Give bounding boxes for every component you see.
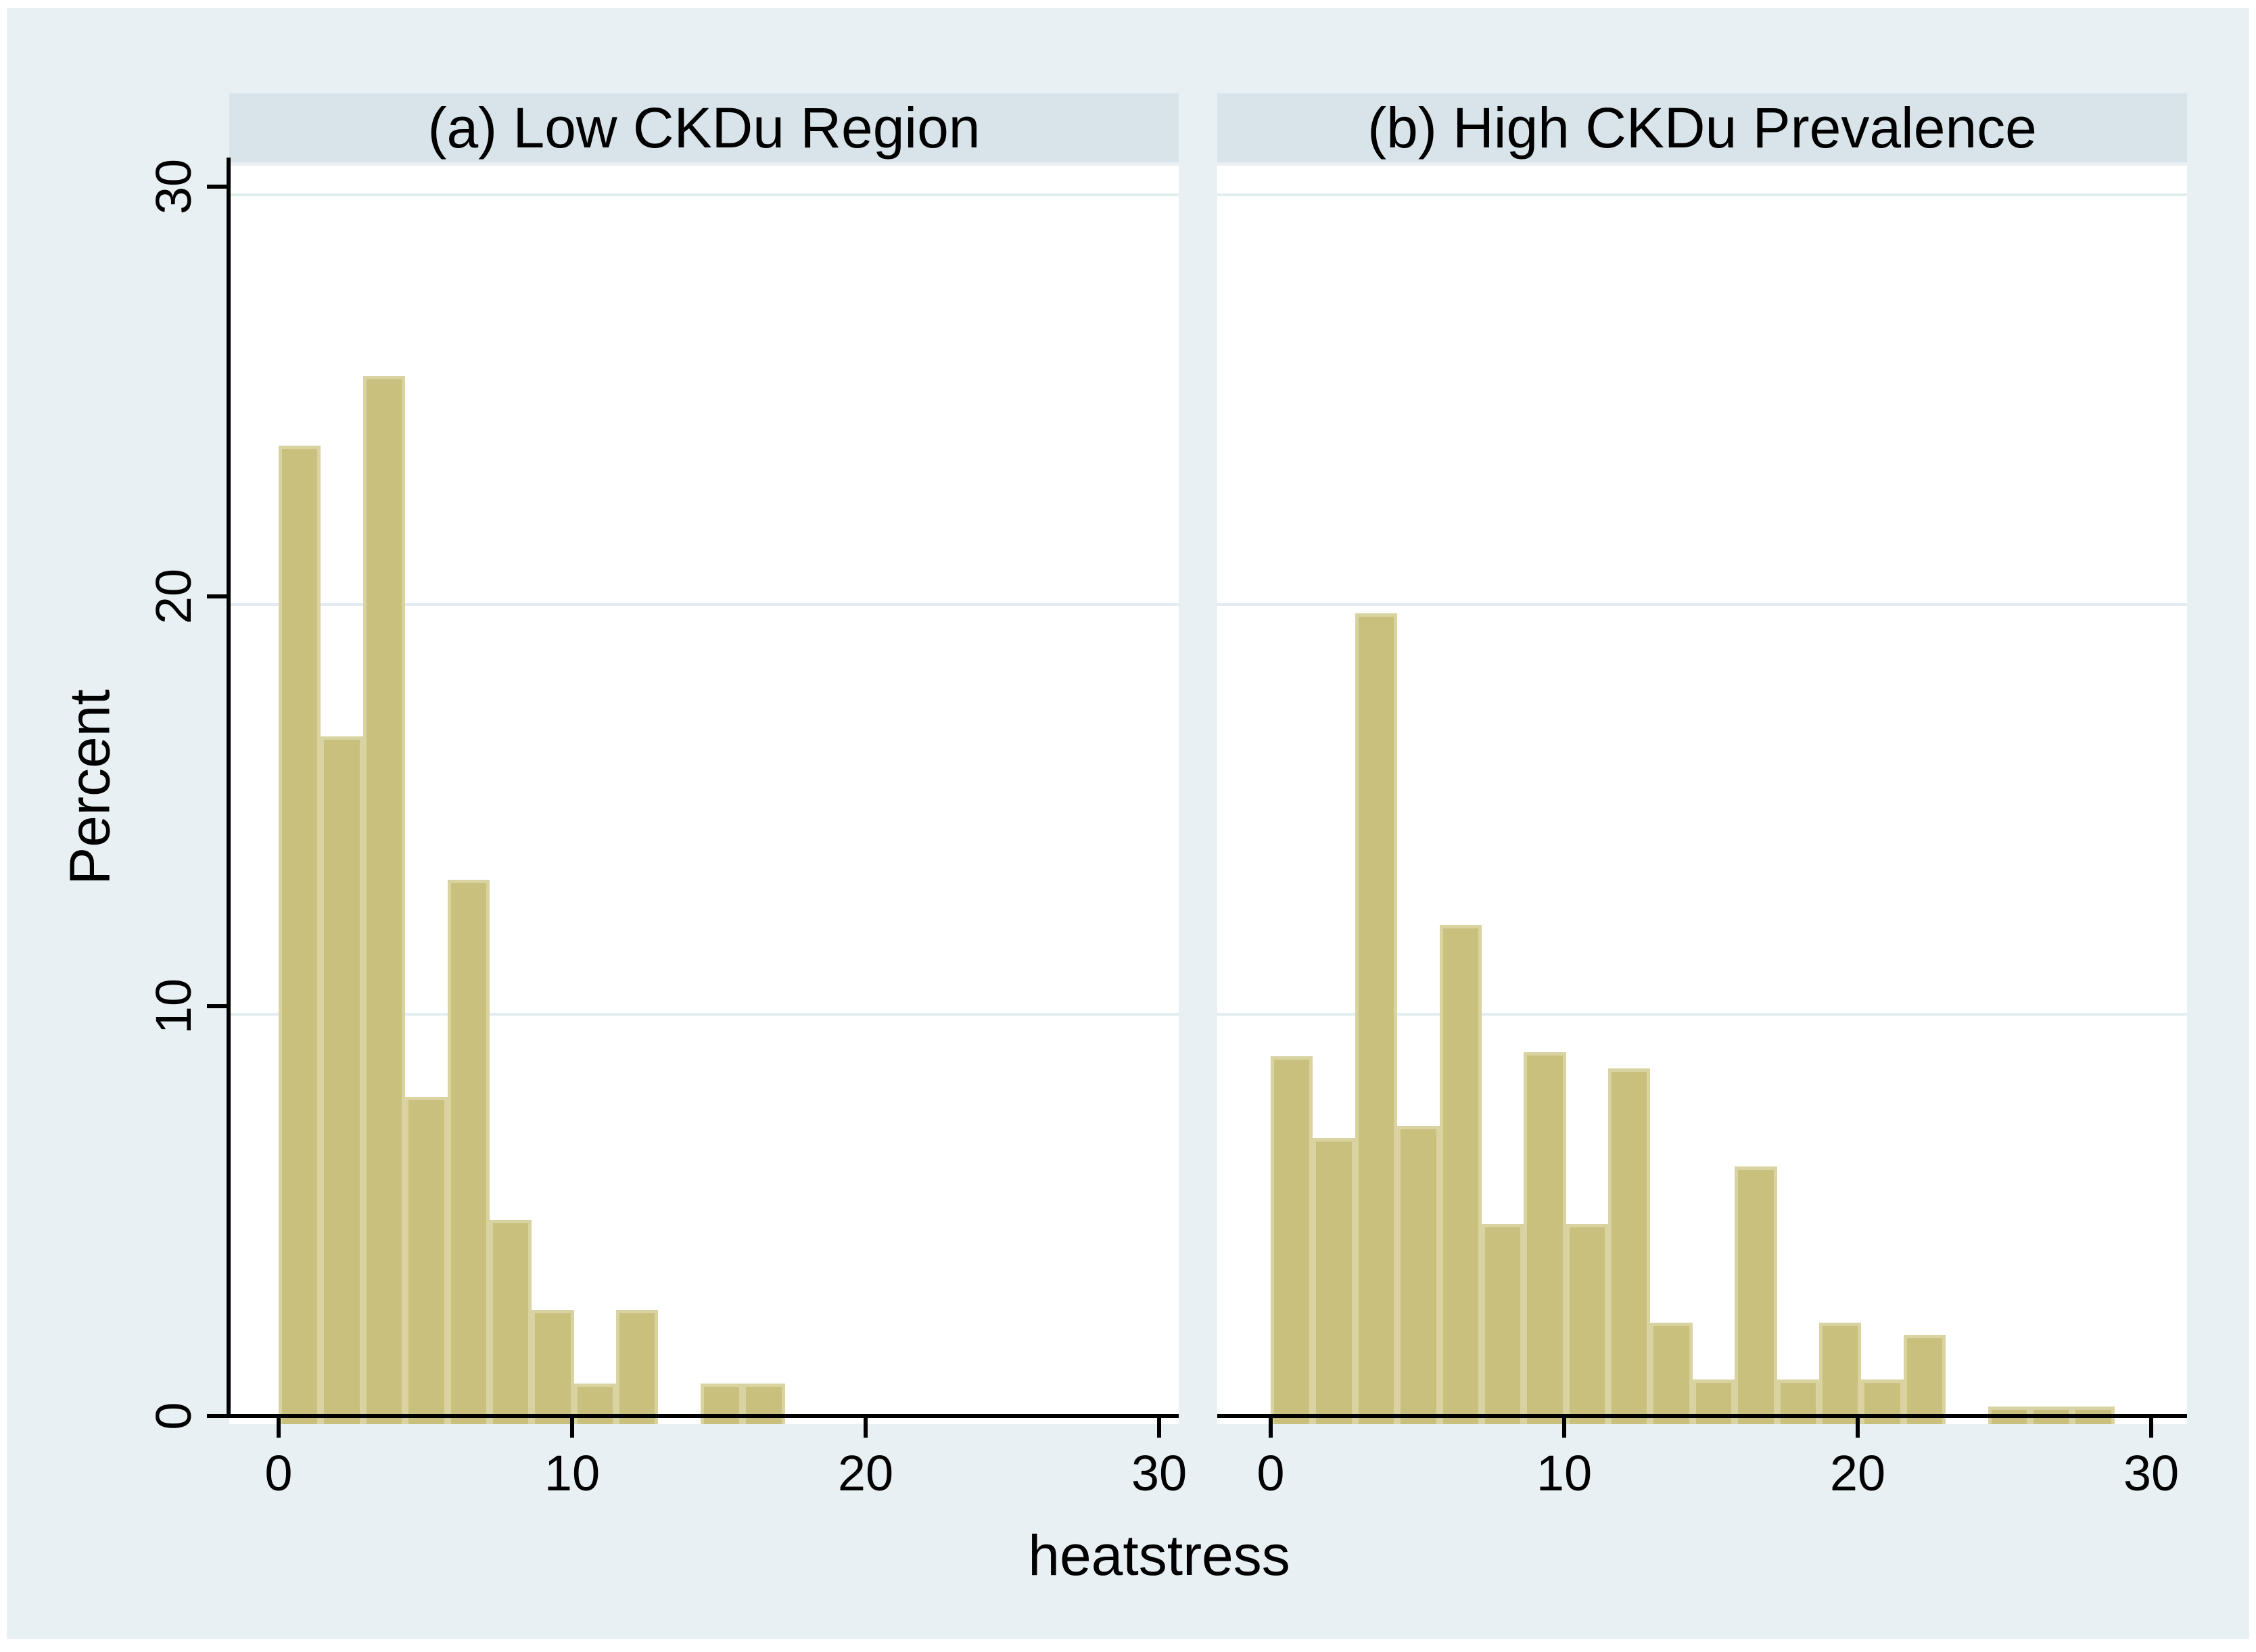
histogram-bar xyxy=(1271,1056,1313,1424)
histogram-bar xyxy=(1608,1068,1651,1424)
x-tick-mark xyxy=(1269,1416,1273,1438)
histogram-bar xyxy=(700,1384,743,1424)
histogram-bar xyxy=(573,1384,617,1424)
histogram-bar xyxy=(1566,1224,1609,1424)
x-tick-mark xyxy=(570,1416,574,1438)
histogram-bar xyxy=(362,376,406,1424)
panel-a-title: (a) Low CKDu Region xyxy=(427,95,981,160)
gridline-30-percent xyxy=(1217,193,2187,196)
histogram-bar xyxy=(1903,1335,1946,1424)
histogram-bar xyxy=(532,1310,574,1424)
y-tick-label: 10 xyxy=(145,978,202,1035)
y-tick-mark xyxy=(207,594,227,598)
y-tick-label: 0 xyxy=(145,1402,202,1430)
y-tick-mark xyxy=(207,1414,227,1418)
x-tick-mark xyxy=(1562,1416,1566,1438)
histogram-bar xyxy=(321,736,363,1424)
histogram-bar xyxy=(1735,1166,1777,1424)
histogram-bar xyxy=(1819,1323,1862,1424)
gridline-30-percent xyxy=(229,193,1179,196)
histogram-bar xyxy=(1481,1224,1524,1424)
x-tick-label: 10 xyxy=(544,1445,601,1501)
histogram-bar xyxy=(279,446,321,1424)
x-axis-line xyxy=(227,1414,1179,1418)
histogram-bar xyxy=(1397,1126,1440,1424)
gridline-20-percent xyxy=(229,603,1179,606)
x-axis-line xyxy=(1217,1414,2187,1418)
x-tick-label: 20 xyxy=(837,1445,894,1501)
figure-canvas: (a) Low CKDu Region (b) High CKDu Preval… xyxy=(7,8,2249,1639)
y-tick-mark xyxy=(207,1004,227,1008)
gridline-20-percent xyxy=(1217,603,2187,606)
x-tick-mark xyxy=(1856,1416,1860,1438)
x-tick-label: 0 xyxy=(264,1445,293,1501)
x-tick-mark xyxy=(2149,1416,2153,1438)
histogram-bar xyxy=(405,1097,448,1424)
x-tick-mark xyxy=(277,1416,281,1438)
x-tick-mark xyxy=(1157,1416,1161,1438)
histogram-bar xyxy=(1650,1323,1693,1424)
y-axis-title: Percent xyxy=(57,689,122,885)
x-tick-label: 0 xyxy=(1256,1445,1285,1501)
histogram-bar xyxy=(1313,1138,1355,1424)
gridline-10-percent xyxy=(1217,1013,2187,1016)
x-tick-mark xyxy=(864,1416,868,1438)
histogram-bar xyxy=(447,880,490,1424)
histogram-bar xyxy=(489,1220,532,1424)
y-tick-label: 20 xyxy=(145,568,202,625)
histogram-bar xyxy=(1355,613,1398,1424)
panel-b-title: (b) High CKDu Prevalence xyxy=(1367,95,2037,160)
x-tick-label: 20 xyxy=(1829,1445,1886,1501)
panel-a-title-band: (a) Low CKDu Region xyxy=(229,93,1179,162)
y-tick-mark xyxy=(207,185,227,189)
x-tick-label: 30 xyxy=(2123,1445,2180,1501)
histogram-bar xyxy=(743,1384,785,1424)
y-tick-label: 30 xyxy=(145,158,202,215)
panel-b-title-band: (b) High CKDu Prevalence xyxy=(1217,93,2187,162)
panel-b-plot-area xyxy=(1217,166,2187,1424)
histogram-bar xyxy=(1524,1052,1566,1424)
y-axis-line xyxy=(227,158,231,1418)
x-tick-label: 30 xyxy=(1131,1445,1188,1501)
x-tick-label: 10 xyxy=(1536,1445,1593,1501)
histogram-bar xyxy=(616,1310,659,1424)
gridline-10-percent xyxy=(229,1013,1179,1016)
panel-a-plot-area xyxy=(229,166,1179,1424)
x-axis-title: heatstress xyxy=(1028,1524,1290,1587)
histogram-bar xyxy=(1439,925,1482,1424)
